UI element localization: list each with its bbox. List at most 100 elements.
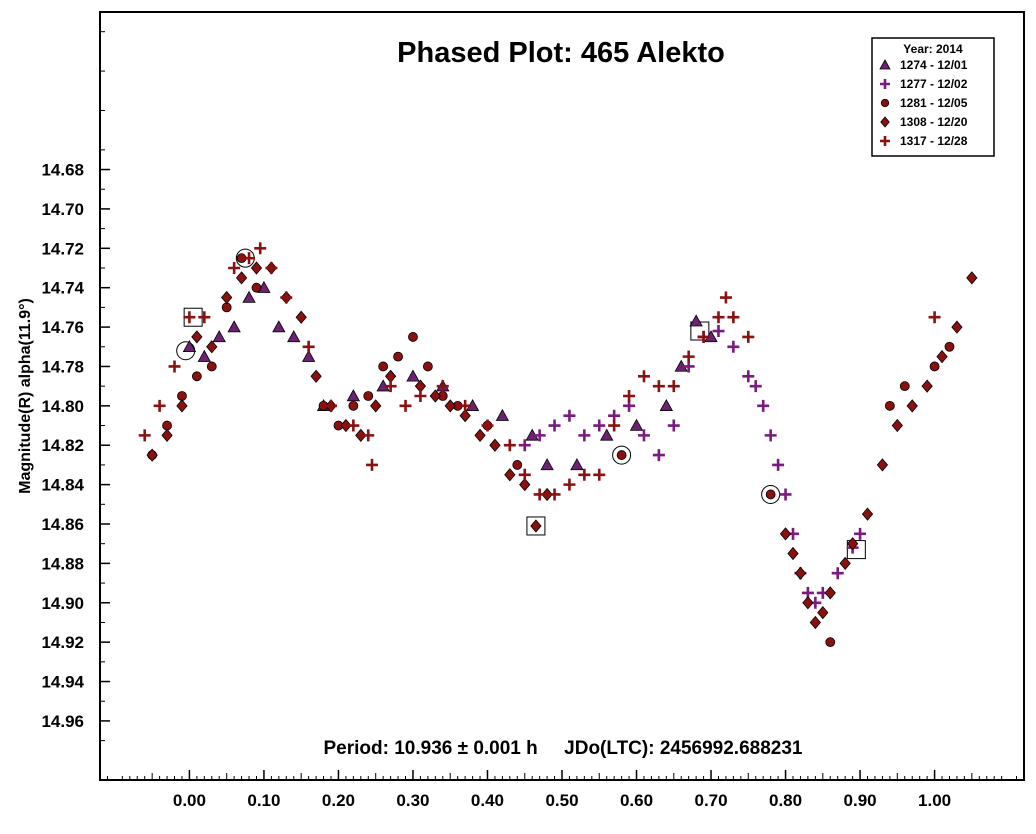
data-point-s4 <box>712 311 725 324</box>
data-point-s3 <box>936 349 948 364</box>
x-tick-label: 0.30 <box>396 791 429 810</box>
legend-marker-1 <box>880 79 890 89</box>
data-point-s1 <box>667 419 680 432</box>
data-point-s2 <box>206 361 217 372</box>
data-point-s4 <box>682 350 695 363</box>
data-point-s4 <box>365 458 378 471</box>
data-point-s4 <box>637 370 650 383</box>
legend-box <box>871 37 995 157</box>
data-point-s4 <box>503 439 516 452</box>
data-point-s4 <box>198 311 211 324</box>
data-point-s4 <box>928 311 941 324</box>
data-point-s4 <box>727 311 740 324</box>
data-point-s4 <box>228 262 241 274</box>
data-point-s2 <box>177 391 187 401</box>
data-point-s1 <box>518 439 531 452</box>
legend-marker-2 <box>880 98 890 108</box>
legend-title: Year: 2014 <box>903 42 963 56</box>
y-tick-label: 14.80 <box>41 397 84 416</box>
data-point-s2 <box>393 351 403 362</box>
data-point-s3 <box>951 320 963 334</box>
data-point-s4 <box>362 429 375 442</box>
legend-marker-4 <box>880 136 890 146</box>
legend-label-2: 1281 - 12/05 <box>900 96 968 110</box>
data-point-s4 <box>742 330 755 343</box>
data-point-s2 <box>512 460 523 470</box>
data-point-s2 <box>422 361 433 372</box>
y-tick-label: 14.68 <box>41 161 84 180</box>
data-point-s1 <box>563 409 576 422</box>
legend-label-3: 1308 - 12/20 <box>900 115 968 129</box>
data-point-s2 <box>191 371 202 382</box>
data-point-s3 <box>891 418 903 433</box>
data-point-s3 <box>809 615 821 630</box>
data-point-s1 <box>637 429 650 442</box>
data-point-s3 <box>541 487 553 502</box>
x-tick-label: 0.40 <box>471 791 504 810</box>
data-point-s1 <box>772 458 785 471</box>
data-point-s3 <box>519 477 531 492</box>
y-tick-label: 14.94 <box>41 673 84 692</box>
x-tick-label: 0.90 <box>844 791 877 810</box>
x-tick-label: 0.70 <box>694 791 727 810</box>
data-point-s4 <box>325 399 337 412</box>
data-point-s3 <box>794 566 807 580</box>
data-point-s3 <box>504 468 516 482</box>
data-point-s4 <box>436 380 449 393</box>
y-tick-label: 14.88 <box>41 554 84 573</box>
data-point-s4 <box>384 380 397 393</box>
chart-title: Phased Plot: 465 Alekto <box>397 37 725 69</box>
data-point-s1 <box>831 567 844 580</box>
data-point-s4 <box>254 242 267 255</box>
data-point-s3 <box>861 507 874 521</box>
legend-label-1: 1277 - 12/02 <box>900 77 968 91</box>
data-point-s3 <box>310 369 322 383</box>
data-point-s4 <box>578 468 591 481</box>
data-point-s4 <box>168 360 181 373</box>
data-point-s2 <box>616 450 627 460</box>
data-point-s2 <box>884 400 895 411</box>
y-tick-label: 14.82 <box>41 436 84 455</box>
data-point-s4 <box>667 380 680 393</box>
x-tick-label: 0.20 <box>322 791 355 810</box>
data-point-s2 <box>348 400 359 411</box>
data-point-s3 <box>429 389 441 403</box>
data-point-s3 <box>474 428 486 443</box>
x-tick-label: 0.00 <box>173 791 206 810</box>
data-point-s3 <box>206 340 218 354</box>
y-tick-label: 14.84 <box>41 476 84 495</box>
legend-marker-3 <box>880 116 890 128</box>
data-point-s2 <box>162 420 172 431</box>
data-point-s4 <box>243 252 256 265</box>
data-point-s1 <box>578 429 591 442</box>
x-tick-label: 1.00 <box>918 791 951 810</box>
data-point-s1 <box>533 429 546 442</box>
data-point-s0 <box>212 330 226 343</box>
data-point-s1 <box>742 370 755 383</box>
data-point-s4 <box>153 399 166 412</box>
data-point-s2 <box>765 489 776 500</box>
data-point-s0 <box>406 369 420 382</box>
data-point-s4 <box>302 340 315 353</box>
plot-frame <box>99 11 1025 781</box>
y-tick-label: 14.86 <box>41 515 84 534</box>
data-point-s3 <box>444 399 456 413</box>
legend-label-0: 1274 - 12/01 <box>900 58 968 72</box>
y-tick-label: 14.78 <box>41 357 84 376</box>
y-tick-label: 14.74 <box>41 279 84 298</box>
data-point-s3 <box>489 438 501 452</box>
data-point-s3 <box>824 586 836 600</box>
data-point-s3 <box>906 399 918 413</box>
legend-label-4: 1317 - 12/28 <box>900 134 968 148</box>
data-point-s1 <box>779 488 792 501</box>
y-tick-label: 14.96 <box>41 712 84 731</box>
data-point-s1 <box>727 340 740 353</box>
data-point-s2 <box>899 381 910 392</box>
highlight-square <box>526 516 546 536</box>
y-tick-label: 14.76 <box>41 318 84 337</box>
data-point-s3 <box>846 537 859 551</box>
data-point-s2 <box>944 341 955 352</box>
y-axis-ticks: 14.68 14.70 14.72 14.74 14.76 14.78 14.80 14.82… <box>41 31 110 742</box>
data-point-s0 <box>197 349 212 362</box>
y-tick-label: 14.92 <box>41 633 84 652</box>
